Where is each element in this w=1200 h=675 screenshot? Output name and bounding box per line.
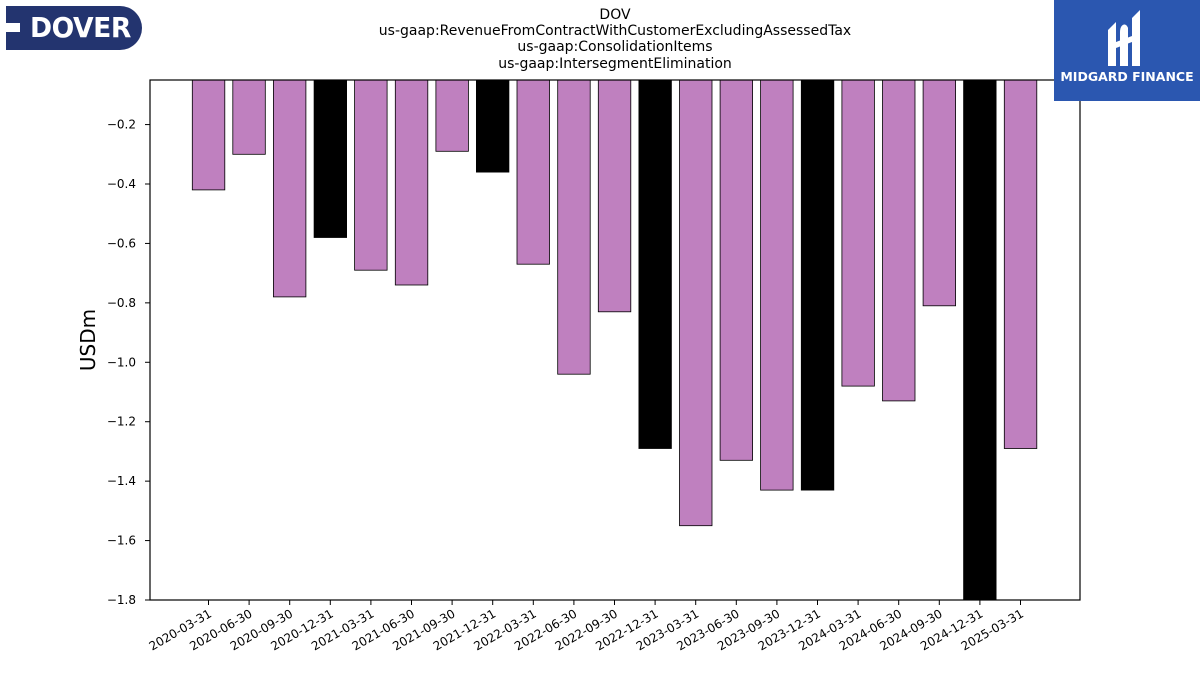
bar-2021-09-30 xyxy=(435,79,469,152)
y-tick-label: −0.8 xyxy=(107,296,136,310)
midgard-mark-icon xyxy=(1108,10,1140,66)
midgard-finance-logo: MIDGARD FINANCE xyxy=(1054,0,1200,101)
bar-2020-03-31 xyxy=(191,79,226,191)
bar-2020-12-31 xyxy=(313,79,348,238)
chart-title-line-3: us-gaap:ConsolidationItems xyxy=(517,39,713,55)
bar-2021-03-31 xyxy=(354,79,388,271)
bar-2023-12-31 xyxy=(800,79,835,491)
chart-title-line-1: DOV xyxy=(599,7,631,23)
y-axis-ticks: −0.2 −0.4 −0.6 −0.8 −1.0 −1.2 −1.4 −1.6 −1.8 xyxy=(107,118,150,607)
bar-2022-12-31 xyxy=(638,79,672,449)
bar-2024-09-30 xyxy=(922,79,956,307)
bar-2021-12-31 xyxy=(475,79,510,173)
bar-2023-03-31 xyxy=(679,79,713,527)
y-tick-label: −1.4 xyxy=(107,474,136,488)
bar-2025-03-31 xyxy=(1003,79,1038,449)
bar-2022-09-30 xyxy=(597,79,632,313)
bar-2020-09-30 xyxy=(272,79,307,298)
bar-2021-06-30 xyxy=(394,79,429,286)
y-tick-label: −1.0 xyxy=(107,355,136,369)
bar-2020-06-30 xyxy=(232,79,266,155)
y-axis-label: USDm xyxy=(76,309,100,371)
chart-title-line-4: us-gaap:IntersegmentElimination xyxy=(498,56,732,72)
midgard-logo-text: MIDGARD FINANCE xyxy=(1060,69,1194,84)
dover-logo-text: DOVER xyxy=(30,11,131,44)
y-tick-label: −0.6 xyxy=(107,236,136,250)
bar-2024-03-31 xyxy=(841,79,875,387)
y-tick-label: −1.2 xyxy=(107,415,136,429)
y-tick-label: −1.6 xyxy=(107,534,136,548)
chart-title-line-2: us-gaap:RevenueFromContractWithCustomerE… xyxy=(378,23,852,39)
y-tick-label: −1.8 xyxy=(107,593,136,607)
bar-2024-06-30 xyxy=(882,79,916,402)
bar-2023-09-30 xyxy=(760,79,794,491)
plot-frame xyxy=(149,79,1081,601)
y-tick-label: −0.4 xyxy=(107,177,136,191)
y-tick-label: −0.2 xyxy=(107,118,136,132)
bars-group xyxy=(191,79,1038,601)
bar-2022-03-31 xyxy=(516,79,550,265)
bar-2024-12-31 xyxy=(963,79,997,601)
bar-2022-06-30 xyxy=(557,79,591,375)
x-axis-ticks: 2020-03-312020-06-302020-09-302020-12-31… xyxy=(147,600,1026,653)
bar-2023-06-30 xyxy=(719,79,753,461)
dover-logo: DOVER xyxy=(6,6,142,50)
